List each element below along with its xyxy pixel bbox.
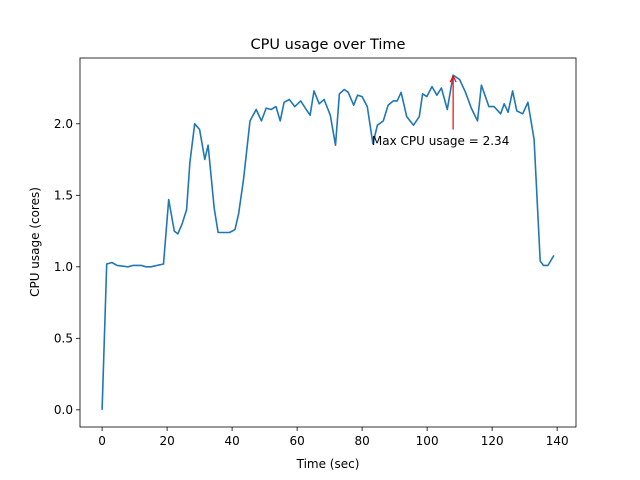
annotation-text: Max CPU usage = 2.34 <box>372 134 509 148</box>
y-tick-label: 0.5 <box>54 331 73 345</box>
y-axis-label: CPU usage (cores) <box>28 187 42 297</box>
max-annotation: Max CPU usage = 2.34 <box>372 74 509 148</box>
y-tick-label: 2.0 <box>54 117 73 131</box>
y-tick-label: 0.0 <box>54 403 73 417</box>
x-tick-label: 0 <box>98 434 106 448</box>
x-tick-label: 140 <box>546 434 569 448</box>
x-tick-label: 80 <box>354 434 369 448</box>
cpu-usage-line <box>101 74 555 410</box>
annotation-arrowhead <box>449 74 457 83</box>
x-tick-label: 40 <box>224 434 239 448</box>
x-axis: 0 20 40 60 80 100 120 140 <box>98 427 569 448</box>
y-axis: 0.0 0.5 1.0 1.5 2.0 <box>54 117 80 417</box>
x-tick-label: 120 <box>481 434 504 448</box>
x-tick-label: 20 <box>159 434 174 448</box>
x-axis-label: Time (sec) <box>296 457 360 471</box>
chart-title: CPU usage over Time <box>251 37 406 53</box>
y-tick-label: 1.5 <box>54 188 73 202</box>
x-tick-label: 100 <box>416 434 439 448</box>
x-tick-label: 60 <box>289 434 304 448</box>
y-tick-label: 1.0 <box>54 260 73 274</box>
plot-frame <box>79 57 577 428</box>
